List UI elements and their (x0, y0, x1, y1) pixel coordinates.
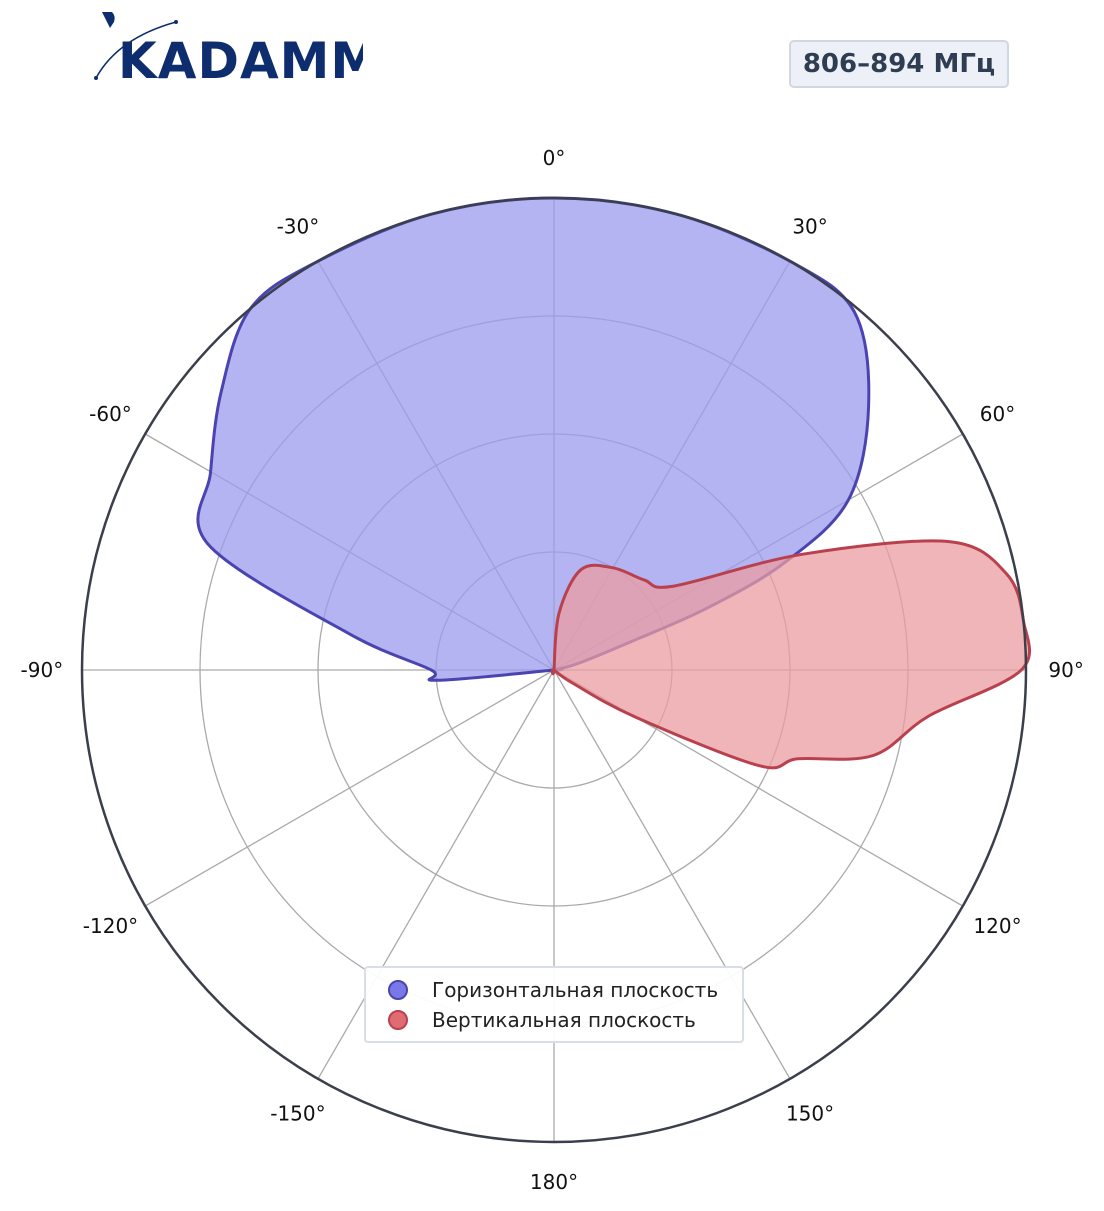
angular-grid-line-8 (144, 669, 555, 907)
kadamm-logo: KADAMM (88, 8, 380, 90)
outer-ring (80, 196, 1028, 1144)
angle-tick-label: 150° (786, 1102, 834, 1126)
angle-tick-label: 180° (530, 1170, 578, 1194)
legend-label-horizontal: Горизонтальная плоскость (432, 978, 719, 1002)
angle-tick-label: -30° (277, 214, 320, 238)
angular-grid-line-5 (553, 669, 791, 1080)
angle-tick-label: -120° (83, 914, 138, 938)
chart-legend: Горизонтальная плоскость Вертикальная пл… (364, 966, 744, 1043)
angle-tick-label: 90° (1048, 658, 1083, 682)
angle-tick-label: -60° (89, 402, 132, 426)
legend-marker-horizontal (388, 980, 408, 1000)
angle-tick-label: -150° (270, 1102, 325, 1126)
angle-tick-label: 60° (980, 402, 1015, 426)
angular-grid-line-7 (317, 669, 555, 1080)
angle-tick-label: -90° (21, 658, 64, 682)
legend-marker-vertical (388, 1010, 408, 1030)
angle-tick-label: 0° (543, 146, 566, 170)
legend-label-vertical: Вертикальная плоскость (432, 1008, 696, 1032)
angle-tick-label: 120° (973, 914, 1021, 938)
logo-text: KADAMM (118, 32, 363, 88)
series-area-1 (550, 539, 1032, 770)
legend-item-horizontal: Горизонтальная плоскость (388, 978, 718, 1002)
legend-item-vertical: Вертикальная плоскость (388, 1008, 696, 1032)
frequency-badge: 806–894 МГц (789, 40, 1009, 88)
angle-tick-label: 30° (792, 214, 827, 238)
